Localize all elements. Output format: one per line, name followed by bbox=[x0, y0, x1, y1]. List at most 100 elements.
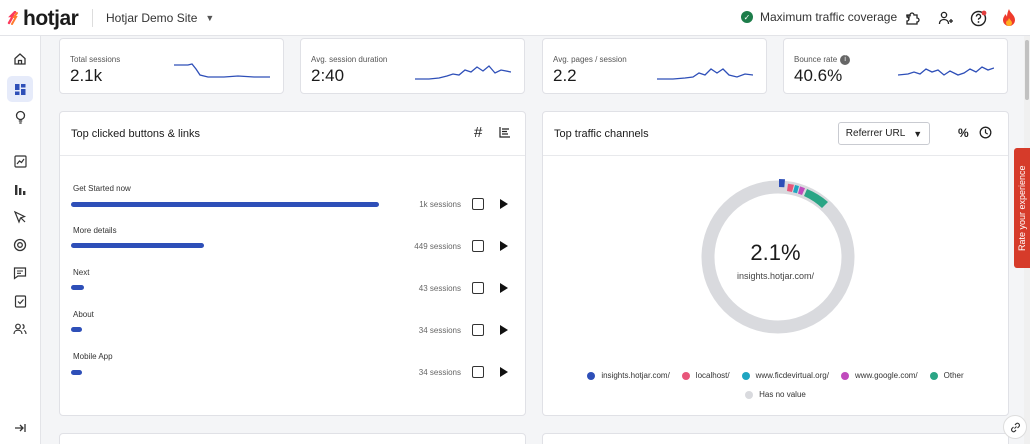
users-icon[interactable] bbox=[7, 316, 33, 342]
feedback-icon[interactable] bbox=[7, 260, 33, 286]
puzzle-icon[interactable] bbox=[902, 8, 922, 28]
row-label: More details bbox=[73, 226, 117, 235]
donut-segment bbox=[793, 185, 799, 194]
card-title: Top clicked buttons & links bbox=[71, 128, 201, 140]
collapse-icon[interactable] bbox=[7, 415, 33, 441]
rate-experience-tab[interactable]: Rate your experience bbox=[1014, 148, 1030, 268]
donut-segment bbox=[779, 179, 785, 188]
check-circle-icon: ✓ bbox=[741, 11, 753, 23]
metric-card-avg-pages-session[interactable]: Avg. pages / session 2.2 bbox=[542, 38, 767, 94]
metric-card-bounce-rate[interactable]: Bounce rate i 40.6% bbox=[783, 38, 1008, 94]
play-icon[interactable] bbox=[500, 283, 508, 293]
legend-dot bbox=[929, 371, 938, 380]
legend-item[interactable]: Has no value bbox=[745, 390, 806, 399]
play-icon[interactable] bbox=[500, 325, 508, 335]
link-icon[interactable] bbox=[1003, 415, 1027, 439]
card-divider bbox=[543, 155, 1008, 156]
chart-legend: insights.hotjar.com/ localhost/ www.ficd… bbox=[543, 371, 1008, 380]
card-title: Top traffic channels bbox=[554, 128, 649, 140]
funnels-icon[interactable] bbox=[7, 176, 33, 202]
info-icon[interactable]: i bbox=[840, 55, 851, 65]
metric-value: 2:40 bbox=[311, 66, 345, 85]
donut-segment bbox=[787, 183, 794, 192]
sparkline-chart bbox=[174, 63, 270, 78]
metric-label: Avg. session duration bbox=[311, 55, 388, 64]
clock-icon[interactable] bbox=[979, 126, 992, 139]
play-icon[interactable] bbox=[500, 367, 508, 377]
recordings-icon[interactable] bbox=[7, 204, 33, 230]
percent-toggle[interactable]: % bbox=[958, 126, 969, 140]
metric-label: Avg. pages / session bbox=[553, 55, 627, 64]
next-card-right bbox=[542, 433, 1009, 444]
header-divider bbox=[92, 9, 93, 27]
next-card-left bbox=[59, 433, 526, 444]
surveys-icon[interactable] bbox=[7, 288, 33, 314]
row-sessions: 43 sessions bbox=[418, 284, 461, 293]
row-label: About bbox=[73, 310, 94, 319]
site-name: Hotjar Demo Site bbox=[106, 11, 198, 25]
sparkline-chart bbox=[415, 65, 511, 80]
help-icon[interactable] bbox=[968, 8, 988, 28]
play-icon[interactable] bbox=[500, 199, 508, 209]
heatmaps-icon[interactable] bbox=[7, 232, 33, 258]
metric-label: Total sessions bbox=[70, 55, 121, 64]
metric-card-total-sessions[interactable]: Total sessions 2.1k bbox=[59, 38, 284, 94]
row-bar bbox=[71, 243, 204, 248]
caret-down-icon: ▼ bbox=[205, 13, 215, 23]
metric-card-avg-session-duration[interactable]: Avg. session duration 2:40 bbox=[300, 38, 525, 94]
donut-center-label: insights.hotjar.com/ bbox=[736, 271, 815, 281]
legend-item[interactable]: www.ficdevirtual.org/ bbox=[741, 371, 829, 380]
lightbulb-icon[interactable] bbox=[7, 104, 33, 130]
legend-dot bbox=[840, 371, 849, 380]
top-traffic-card: Top traffic channels Referrer URL ▼ % 2.… bbox=[542, 111, 1009, 416]
legend-item[interactable]: insights.hotjar.com/ bbox=[587, 371, 670, 380]
scroll-thumb[interactable] bbox=[1025, 40, 1029, 100]
row-bar bbox=[71, 370, 82, 375]
top-bar: hotjar Hotjar Demo Site ▼ ✓ Maximum traf… bbox=[0, 0, 1030, 36]
legend-dot bbox=[741, 371, 750, 380]
coverage-label: Maximum traffic coverage bbox=[760, 10, 898, 24]
bar-list-icon[interactable] bbox=[499, 126, 511, 138]
sparkline-chart bbox=[657, 68, 753, 80]
hash-icon[interactable]: # bbox=[474, 124, 483, 141]
legend-dot bbox=[681, 371, 690, 380]
metric-value: 40.6% bbox=[794, 66, 843, 85]
hotjar-logo[interactable]: hotjar bbox=[6, 7, 79, 31]
trend-chart-icon[interactable] bbox=[472, 240, 484, 252]
play-icon[interactable] bbox=[500, 241, 508, 251]
trend-chart-icon[interactable] bbox=[472, 282, 484, 294]
metric-label-text: Bounce rate bbox=[794, 55, 838, 65]
logo-mark-icon bbox=[6, 9, 20, 30]
legend-item[interactable]: www.google.com/ bbox=[840, 371, 918, 380]
row-sessions: 34 sessions bbox=[418, 326, 461, 335]
referrer-url-dropdown[interactable]: Referrer URL ▼ bbox=[838, 122, 930, 145]
donut-chart[interactable] bbox=[698, 177, 858, 337]
trend-chart-icon[interactable] bbox=[472, 366, 484, 378]
traffic-coverage-selector[interactable]: ✓ Maximum traffic coverage ▼ bbox=[741, 10, 913, 24]
trend-chart-icon[interactable] bbox=[472, 324, 484, 336]
chart-legend-row-2: Has no value bbox=[543, 390, 1008, 399]
legend-label: www.ficdevirtual.org/ bbox=[755, 371, 829, 380]
home-icon[interactable] bbox=[7, 46, 33, 72]
donut-segment bbox=[798, 186, 805, 195]
legend-label: Other bbox=[943, 371, 964, 380]
row-label: Next bbox=[73, 268, 90, 277]
flame-icon[interactable] bbox=[999, 8, 1019, 28]
legend-dot bbox=[745, 390, 754, 399]
site-selector[interactable]: Hotjar Demo Site ▼ bbox=[106, 11, 214, 25]
legend-label: www.google.com/ bbox=[854, 371, 918, 380]
add-user-icon[interactable] bbox=[936, 8, 956, 28]
legend-label: localhost/ bbox=[695, 371, 730, 380]
legend-item[interactable]: Other bbox=[929, 371, 964, 380]
trend-chart-icon[interactable] bbox=[472, 198, 484, 210]
row-label: Mobile App bbox=[73, 352, 113, 361]
row-bar bbox=[71, 285, 84, 290]
row-label: Get Started now bbox=[73, 184, 131, 193]
donut-center-value: 2.1% bbox=[750, 240, 801, 265]
dropdown-label: Referrer URL bbox=[845, 128, 906, 139]
caret-down-icon: ▼ bbox=[913, 128, 923, 139]
dashboard-icon[interactable] bbox=[7, 76, 33, 102]
trends-icon[interactable] bbox=[7, 148, 33, 174]
row-bar bbox=[71, 327, 82, 332]
legend-item[interactable]: localhost/ bbox=[681, 371, 730, 380]
